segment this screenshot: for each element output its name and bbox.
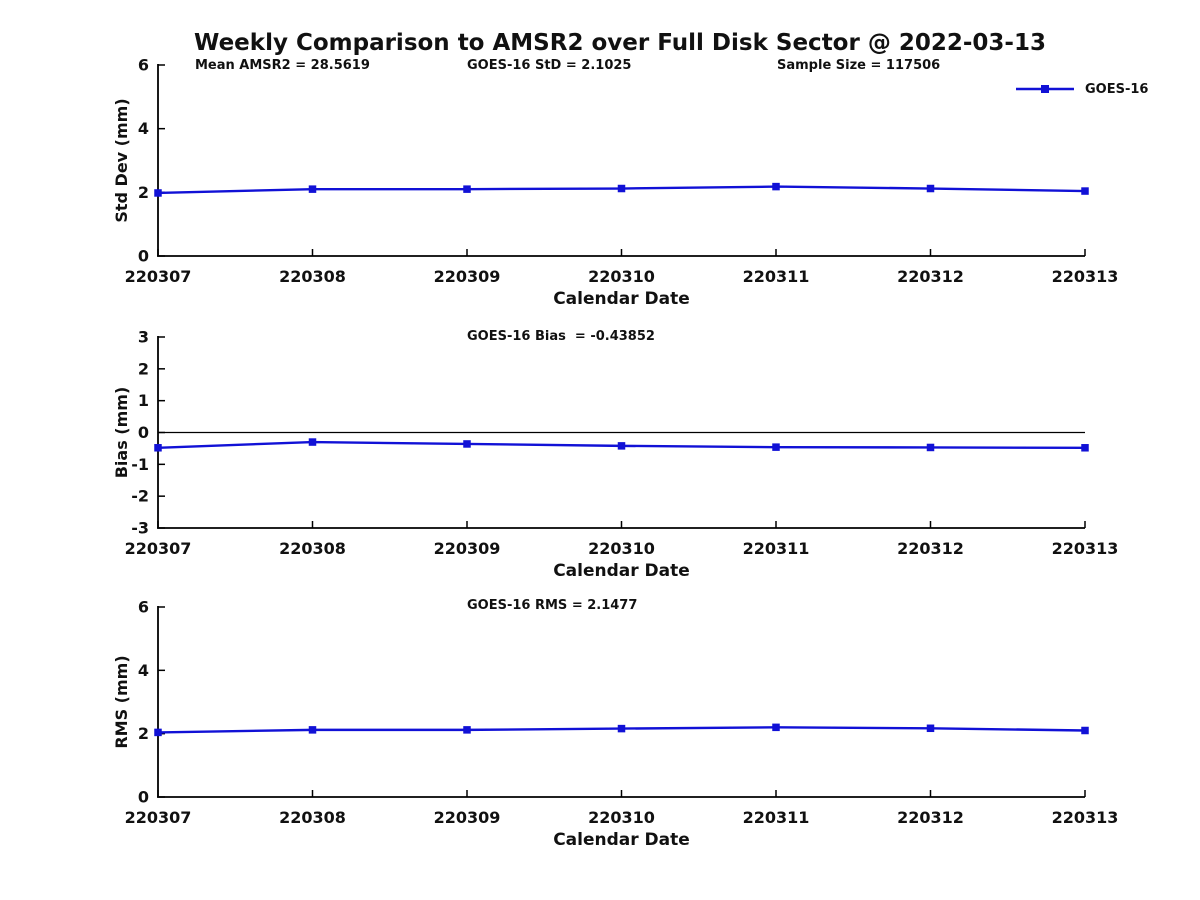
- x-tick-label: 220313: [1052, 808, 1119, 827]
- legend-square-marker-icon: [1041, 85, 1049, 93]
- y-tick-label: -3: [131, 519, 149, 538]
- legend: GOES-16: [1015, 80, 1148, 98]
- data-point-marker: [926, 184, 935, 193]
- x-tick-label: 220307: [125, 808, 192, 827]
- x-axis-title: Calendar Date: [553, 830, 690, 850]
- x-tick-label: 220307: [125, 267, 192, 286]
- y-tick-label: -2: [131, 487, 149, 506]
- data-point-marker: [1081, 444, 1089, 452]
- x-tick-label: 220309: [434, 267, 501, 286]
- data-point-marker: [154, 728, 162, 737]
- data-point-marker: [926, 443, 935, 452]
- data-point-marker: [463, 185, 471, 193]
- stat-goes16-std: GOES-16 StD = 2.1025: [467, 58, 632, 73]
- data-point-marker: [926, 724, 935, 733]
- y-tick-label: -1: [131, 455, 149, 474]
- figure-title: Weekly Comparison to AMSR2 over Full Dis…: [194, 30, 1046, 56]
- subplot-rms: 0 2 4 6 220307 220308 220309 220310 220311 220312…: [112, 598, 1118, 851]
- y-axis-title: Std Dev (mm): [112, 98, 131, 222]
- y-tick-label: 3: [138, 328, 149, 347]
- data-point-marker: [154, 444, 162, 452]
- x-tick-label: 220309: [434, 539, 501, 558]
- y-tick-label: 2: [138, 359, 149, 378]
- y-tick-label: 6: [138, 598, 149, 617]
- y-tick-label: 1: [138, 391, 149, 410]
- x-tick-label: 220308: [279, 267, 346, 286]
- x-tick-label: 220308: [279, 808, 346, 827]
- x-tick-label: 220313: [1052, 539, 1119, 558]
- y-tick-label: 0: [138, 788, 149, 807]
- data-point-marker: [617, 442, 626, 450]
- data-point-marker: [308, 438, 317, 446]
- stat-goes16-bias: GOES-16 Bias = -0.43852: [467, 329, 655, 344]
- x-axis-title: Calendar Date: [553, 561, 690, 581]
- y-axis-title: Bias (mm): [112, 387, 131, 479]
- data-point-marker: [463, 726, 471, 734]
- data-point-marker: [1081, 187, 1089, 195]
- y-tick-label: 0: [138, 247, 149, 266]
- data-point-marker: [154, 189, 162, 197]
- data-point-marker: [772, 723, 780, 732]
- data-point-marker: [1081, 726, 1089, 735]
- stat-mean-amsr2: Mean AMSR2 = 28.5619: [195, 58, 370, 73]
- x-axis-title: Calendar Date: [553, 289, 690, 309]
- subplot-std_dev: 0 2 4 6 220307 220308 220309 220310 220311 220312…: [112, 56, 1118, 310]
- data-point-marker: [308, 726, 317, 734]
- data-point-marker: [308, 185, 317, 193]
- x-tick-label: 220312: [897, 539, 964, 558]
- x-tick-label: 220307: [125, 539, 192, 558]
- data-point-marker: [463, 440, 471, 448]
- data-point-marker: [772, 182, 780, 191]
- x-tick-label: 220309: [434, 808, 501, 827]
- y-tick-label: 6: [138, 56, 149, 75]
- y-tick-label: 2: [138, 183, 149, 202]
- legend-label: GOES-16: [1085, 81, 1149, 97]
- y-axis-title: RMS (mm): [112, 655, 131, 748]
- x-tick-label: 220311: [743, 808, 810, 827]
- x-tick-label: 220310: [588, 808, 655, 827]
- x-tick-label: 220312: [897, 267, 964, 286]
- data-point-marker: [617, 724, 626, 733]
- data-point-marker: [617, 184, 626, 193]
- x-tick-label: 220311: [743, 539, 810, 558]
- y-tick-label: 4: [138, 119, 149, 138]
- y-tick-label: 2: [138, 724, 149, 743]
- y-tick-label: 0: [138, 423, 149, 442]
- legend-line-sample: [1016, 85, 1074, 93]
- x-tick-label: 220312: [897, 808, 964, 827]
- stat-sample-size: Sample Size = 117506: [777, 58, 941, 73]
- x-tick-label: 220313: [1052, 267, 1119, 286]
- x-tick-label: 220311: [743, 267, 810, 286]
- x-tick-label: 220310: [588, 267, 655, 286]
- x-tick-label: 220310: [588, 539, 655, 558]
- stat-goes16-rms: GOES-16 RMS = 2.1477: [467, 598, 638, 613]
- x-tick-label: 220308: [279, 539, 346, 558]
- y-tick-label: 4: [138, 661, 149, 680]
- data-point-marker: [772, 443, 780, 451]
